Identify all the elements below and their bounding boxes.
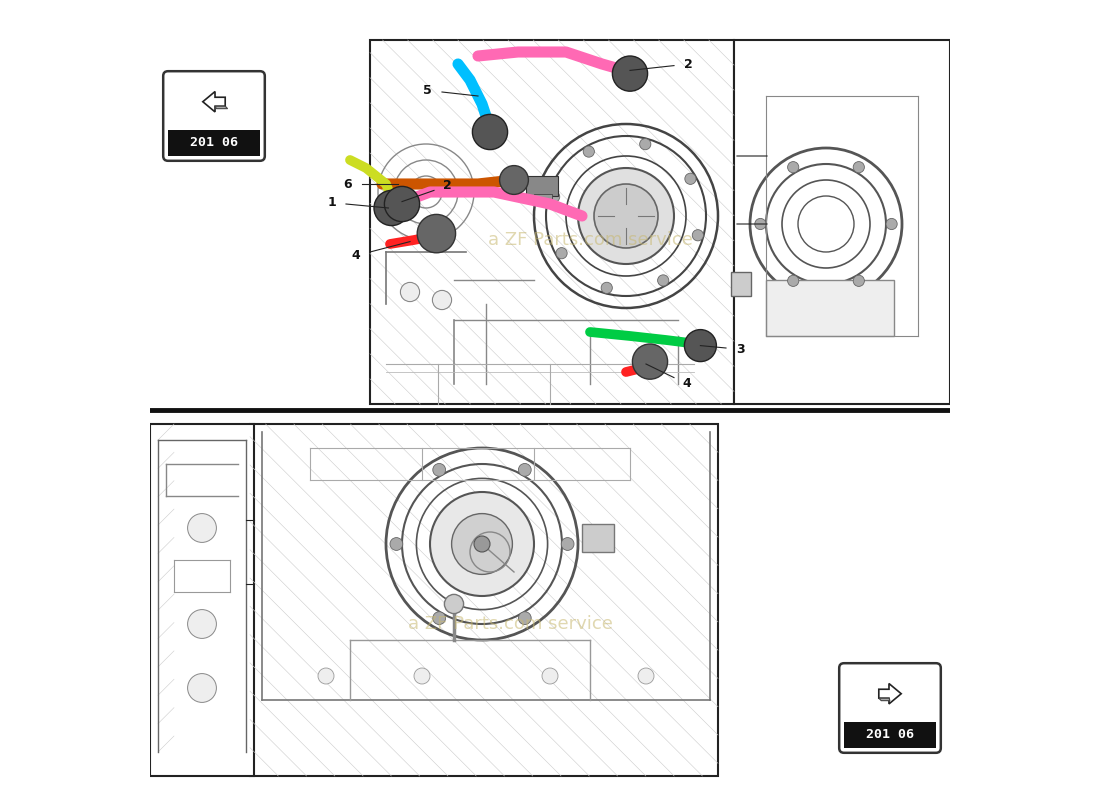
- Circle shape: [684, 330, 716, 362]
- Text: 1: 1: [328, 196, 336, 209]
- Text: 201 06: 201 06: [866, 728, 914, 742]
- Circle shape: [188, 514, 217, 542]
- Circle shape: [658, 275, 669, 286]
- Text: 4: 4: [683, 378, 691, 390]
- Text: a ZF Parts.com service: a ZF Parts.com service: [408, 615, 613, 633]
- Circle shape: [886, 218, 898, 230]
- Circle shape: [594, 184, 658, 248]
- Circle shape: [638, 668, 654, 684]
- Bar: [734, 40, 950, 404]
- Bar: [250, 424, 718, 776]
- Circle shape: [613, 56, 648, 91]
- Circle shape: [854, 275, 865, 286]
- Circle shape: [452, 514, 513, 574]
- Bar: [150, 424, 254, 776]
- Bar: [844, 722, 936, 748]
- Circle shape: [632, 344, 668, 379]
- Text: 2: 2: [684, 58, 693, 70]
- Bar: [766, 280, 894, 336]
- Circle shape: [430, 492, 534, 596]
- FancyBboxPatch shape: [163, 71, 265, 161]
- Circle shape: [318, 668, 334, 684]
- Text: a ZF Parts.com service: a ZF Parts.com service: [487, 231, 692, 249]
- Circle shape: [444, 594, 463, 614]
- Circle shape: [788, 162, 799, 173]
- Circle shape: [556, 248, 568, 259]
- Circle shape: [474, 536, 490, 552]
- Bar: [168, 130, 260, 156]
- Circle shape: [374, 190, 409, 226]
- Circle shape: [414, 668, 430, 684]
- Circle shape: [432, 463, 446, 476]
- Circle shape: [601, 282, 613, 294]
- Circle shape: [549, 191, 560, 202]
- Circle shape: [188, 674, 217, 702]
- Text: 201 06: 201 06: [190, 136, 238, 150]
- Bar: [582, 524, 614, 552]
- Circle shape: [432, 290, 452, 310]
- Circle shape: [692, 230, 704, 241]
- Circle shape: [640, 138, 651, 150]
- Circle shape: [578, 168, 674, 264]
- Polygon shape: [879, 698, 890, 701]
- Circle shape: [432, 612, 446, 625]
- Polygon shape: [202, 91, 226, 112]
- Circle shape: [561, 538, 574, 550]
- Circle shape: [755, 218, 766, 230]
- Circle shape: [400, 282, 419, 302]
- Circle shape: [583, 146, 594, 157]
- Text: 6: 6: [343, 178, 352, 190]
- Circle shape: [685, 174, 696, 185]
- Circle shape: [518, 612, 531, 625]
- Polygon shape: [214, 106, 228, 109]
- Text: 5: 5: [424, 84, 432, 97]
- Polygon shape: [879, 683, 901, 704]
- Bar: [534, 194, 551, 204]
- Bar: [730, 272, 751, 296]
- Circle shape: [788, 275, 799, 286]
- Circle shape: [417, 214, 455, 253]
- Circle shape: [854, 162, 865, 173]
- Text: 4: 4: [352, 249, 361, 262]
- Circle shape: [499, 166, 528, 194]
- Circle shape: [518, 463, 531, 476]
- Circle shape: [188, 610, 217, 638]
- Bar: [526, 176, 558, 196]
- FancyBboxPatch shape: [839, 663, 940, 753]
- Circle shape: [384, 186, 419, 222]
- Bar: [370, 40, 734, 404]
- Circle shape: [390, 538, 403, 550]
- Circle shape: [472, 114, 507, 150]
- Text: 2: 2: [443, 179, 452, 192]
- Circle shape: [542, 668, 558, 684]
- Text: 3: 3: [736, 343, 745, 356]
